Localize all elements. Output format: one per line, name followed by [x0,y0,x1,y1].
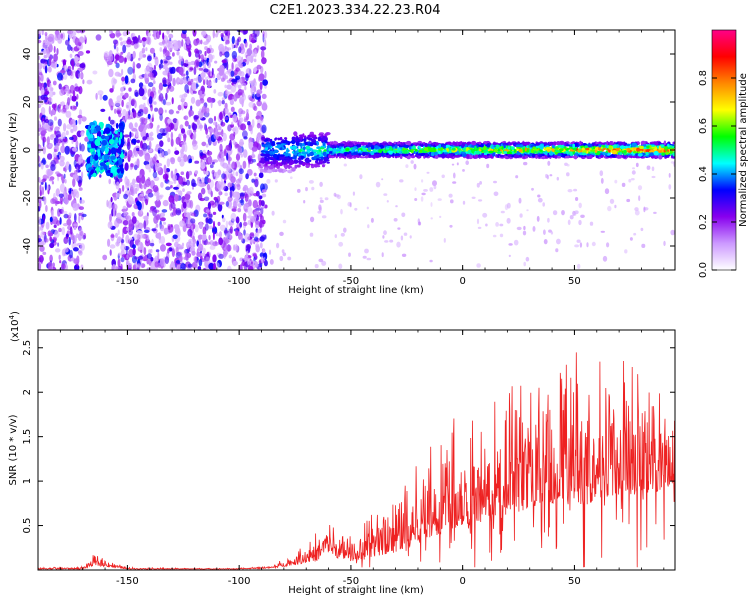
x-tick-label: 0 [459,576,465,587]
snr-panel: -150 -100 -50 0 50 0.5 1 1.5 2 2.5 Height of str… [8,311,676,596]
snr-y-axis-label: SNR (10 * v/v) [8,414,19,485]
y-tick-label: -40 [22,238,33,254]
x-tick-label: -150 [116,276,139,287]
y-tick-label: 2 [22,389,33,395]
spectrogram-y-tick-labels: -40 -20 0 20 40 [22,48,33,255]
colorbar-gradient [711,29,737,271]
colorbar: 0.0 0.2 0.4 0.6 0.8 Normalized spectral ampl… [698,29,749,278]
x-tick-label: -50 [343,576,359,587]
x-tick-label: 50 [568,276,581,287]
y-tick-label: 40 [22,48,33,61]
x-tick-label: -100 [228,576,251,587]
snr-plot-area [38,330,675,570]
colorbar-tick-label: 0.8 [698,70,709,86]
snr-canvas [38,352,675,570]
colorbar-label: Normalized spectral amplitude [738,73,749,227]
figure-title: C2E1.2023.334.22.23.R04 [269,3,440,18]
y-tick-label: -20 [22,190,33,206]
x-tick-label: -100 [228,276,251,287]
spectrogram-x-tick-labels: -150 -100 -50 0 50 [116,276,581,287]
y-tick-label: 0.5 [22,518,33,534]
colorbar-tick-label: 0.4 [698,166,709,182]
y-tick-label: 1.5 [22,429,33,445]
x-tick-label: 0 [459,276,465,287]
colorbar-ticks: 0.0 0.2 0.4 0.6 0.8 [698,70,736,278]
snr-y-multiplier: (x104) [8,311,21,342]
x-tick-label: -150 [116,576,139,587]
y-tick-label: 1 [22,478,33,484]
snr-y-tick-labels: 0.5 1 1.5 2 2.5 [22,340,33,534]
spectrogram-frame [37,29,676,271]
spectrogram-y-axis-label: Frequency (Hz) [8,112,19,188]
snr-x-axis-label: Height of straight line (km) [288,585,424,596]
x-tick-label: -50 [343,276,359,287]
spectrogram-x-axis-label: Height of straight line (km) [288,285,424,296]
spectrogram-image [38,30,675,270]
spectrogram-panel: -150 -100 -50 0 50 -40 -20 0 20 40 Height of str… [8,29,676,296]
snr-series-line [38,352,675,570]
x-tick-label: 50 [568,576,581,587]
y-tick-label: 2.5 [22,340,33,356]
colorbar-tick-label: 0.2 [698,214,709,230]
y-tick-label: 20 [22,96,33,109]
snr-frame [37,329,676,571]
snr-x-tick-labels: -150 -100 -50 0 50 [116,576,581,587]
colorbar-tick-label: 0.6 [698,118,709,134]
snr-ticks [37,330,675,570]
y-tick-label: 0 [22,147,33,153]
spectrogram-canvas [38,30,675,270]
colorbar-tick-label: 0.0 [698,262,709,278]
